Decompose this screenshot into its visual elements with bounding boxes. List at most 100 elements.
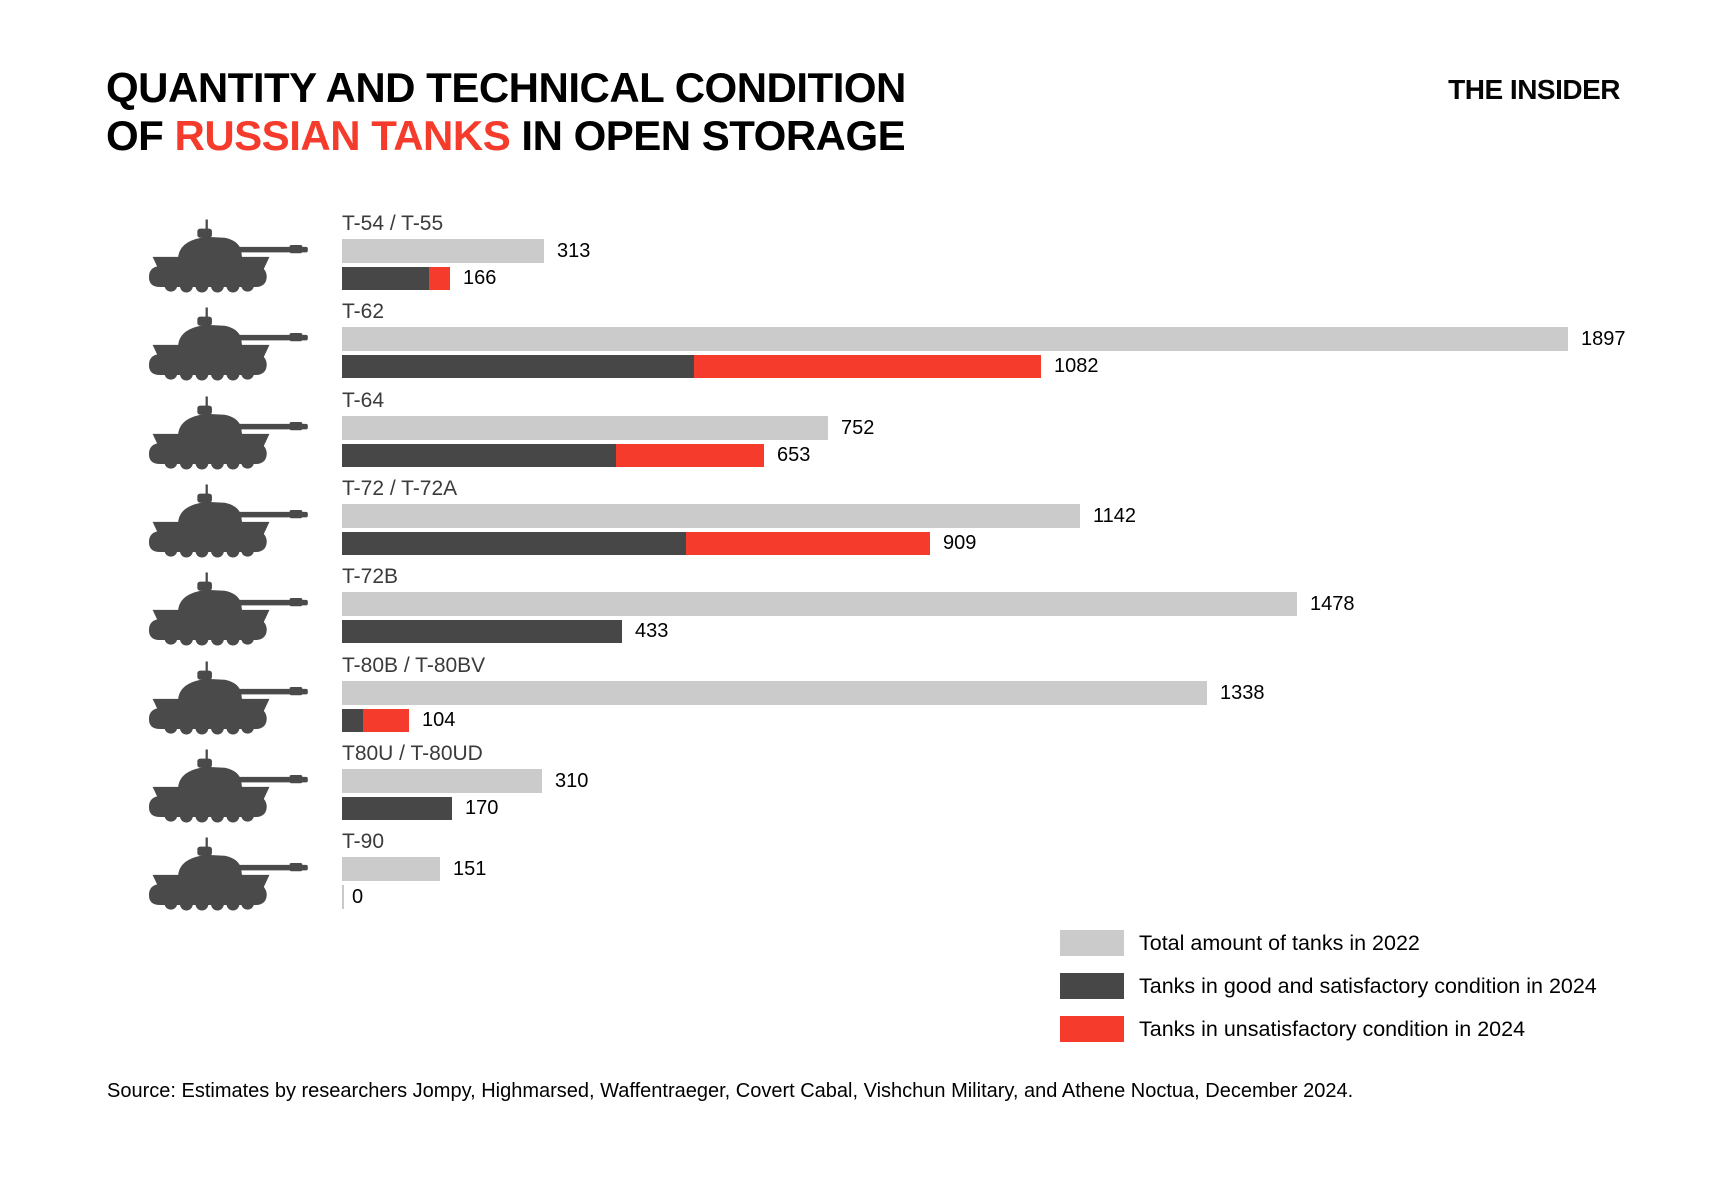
title-line-2: OF RUSSIAN TANKS IN OPEN STORAGE <box>106 112 906 160</box>
bar-row-condition-2024: 433 <box>342 620 668 643</box>
bar-condition-2024 <box>342 797 452 820</box>
bar-row-condition-2024: 104 <box>342 709 455 732</box>
tank-name-label: T-72 / T-72A <box>342 477 458 500</box>
title-text: IN OPEN STORAGE <box>510 112 906 159</box>
legend-swatch-unsatisfactory-2024 <box>1060 1016 1124 1042</box>
bar-segment-unsatisfactory-2024 <box>429 267 450 290</box>
bar-row-total-2022: 1338 <box>342 681 1265 705</box>
bar-segment-good-2024 <box>342 797 452 820</box>
bar-total-2022 <box>342 416 828 440</box>
bar-segment-good-2024 <box>342 620 622 643</box>
bar-row-total-2022: 752 <box>342 416 874 440</box>
the-insider-logo: THE INSIDER <box>1448 74 1620 105</box>
bar-row-total-2022: 1897 <box>342 327 1626 351</box>
value-label-condition-2024: 170 <box>465 797 499 819</box>
chart-rows: T-54 / T-55 313 166 T-62 1897 1082 T-64 752 65… <box>0 212 1732 922</box>
legend-label: Tanks in good and satisfactory condition… <box>1139 973 1597 998</box>
value-label-condition-2024: 166 <box>463 267 497 289</box>
legend-swatch-total-2022 <box>1060 930 1124 956</box>
bar-segment-unsatisfactory-2024 <box>363 709 409 732</box>
bar-condition-2024 <box>342 709 409 732</box>
bar-segment-good-2024 <box>342 532 686 555</box>
value-label-total-2022: 752 <box>841 416 875 439</box>
tank-name-label: T80U / T-80UD <box>342 742 483 765</box>
bar-total-2022 <box>342 681 1207 705</box>
bar-condition-2024 <box>342 532 930 555</box>
tank-name-label: T-64 <box>342 389 385 412</box>
tank-silhouette-icon <box>148 219 308 293</box>
title-text: QUANTITY AND TECHNICAL CONDITION <box>106 64 906 111</box>
tank-silhouette-icon <box>148 307 308 381</box>
tank-row: T-72 / T-72A 1142 909 <box>0 477 1732 565</box>
page-title: QUANTITY AND TECHNICAL CONDITION OF RUSS… <box>106 64 906 160</box>
tank-silhouette-icon <box>148 484 308 558</box>
bar-condition-2024 <box>342 620 622 643</box>
bar-segment-good-2024 <box>342 267 429 290</box>
tank-silhouette-icon <box>148 661 308 735</box>
value-label-condition-2024: 0 <box>352 885 364 908</box>
legend-item-total-2022: Total amount of tanks in 2022 <box>1060 930 1597 956</box>
tank-icon <box>84 744 318 828</box>
bar-segment-good-2024 <box>342 444 616 467</box>
value-label-total-2022: 310 <box>555 769 589 792</box>
legend-item-good-2024: Tanks in good and satisfactory condition… <box>1060 973 1597 999</box>
tank-row: T-80B / T-80BV 1338 104 <box>0 654 1732 742</box>
bar-segment-good-2024 <box>342 355 694 378</box>
value-label-total-2022: 1338 <box>1220 681 1265 704</box>
tank-row: T-72B 1478 433 <box>0 565 1732 653</box>
bar-condition-2024 <box>342 267 450 290</box>
bar-segment-unsatisfactory-2024 <box>694 355 1041 378</box>
value-label-total-2022: 313 <box>557 239 591 262</box>
title-highlight: RUSSIAN TANKS <box>174 112 511 159</box>
bar-condition-2024 <box>342 355 1041 378</box>
tank-row: T-90 151 0 <box>0 830 1732 918</box>
value-label-condition-2024: 653 <box>777 444 811 466</box>
tank-row: T-64 752 653 <box>0 389 1732 477</box>
value-label-condition-2024: 1082 <box>1054 355 1099 377</box>
tank-icon <box>84 391 318 475</box>
bar-condition-2024 <box>342 444 764 467</box>
bar-row-condition-2024: 166 <box>342 267 496 290</box>
bar-segment-good-2024 <box>342 709 363 732</box>
bar-row-condition-2024: 653 <box>342 444 810 467</box>
bar-row-total-2022: 310 <box>342 769 588 793</box>
legend-swatch-good-2024 <box>1060 973 1124 999</box>
value-label-total-2022: 1142 <box>1093 504 1137 527</box>
zero-tick <box>342 885 344 909</box>
tank-icon <box>84 214 318 298</box>
legend: Total amount of tanks in 2022 Tanks in g… <box>1060 930 1597 1059</box>
value-label-condition-2024: 104 <box>422 709 456 731</box>
legend-label: Tanks in unsatisfactory condition in 202… <box>1139 1016 1526 1041</box>
bar-segment-unsatisfactory-2024 <box>686 532 930 555</box>
title-line-1: QUANTITY AND TECHNICAL CONDITION <box>106 64 906 112</box>
value-label-total-2022: 151 <box>453 857 487 880</box>
tank-row: T80U / T-80UD 310 170 <box>0 742 1732 830</box>
tank-icon <box>84 479 318 563</box>
tank-name-label: T-54 / T-55 <box>342 212 444 235</box>
value-label-total-2022: 1897 <box>1581 327 1626 350</box>
bar-total-2022 <box>342 239 544 263</box>
bar-total-2022 <box>342 504 1080 528</box>
bar-row-total-2022: 1478 <box>342 592 1355 616</box>
tank-name-label: T-90 <box>342 830 385 853</box>
bar-total-2022 <box>342 327 1568 351</box>
tank-name-label: T-62 <box>342 300 385 323</box>
bar-row-total-2022: 313 <box>342 239 590 263</box>
legend-label: Total amount of tanks in 2022 <box>1139 930 1420 955</box>
tank-icon <box>84 656 318 740</box>
bar-row-total-2022: 1142 <box>342 504 1136 528</box>
tank-silhouette-icon <box>148 837 308 911</box>
tank-row: T-54 / T-55 313 166 <box>0 212 1732 300</box>
value-label-condition-2024: 433 <box>635 620 669 642</box>
tank-silhouette-icon <box>148 572 308 646</box>
bar-row-condition-2024: 909 <box>342 532 976 555</box>
bar-row-condition-2024: 170 <box>342 797 498 820</box>
bar-row-total-2022: 151 <box>342 857 486 881</box>
source-text: Source: Estimates by researchers Jompy, … <box>107 1080 1354 1102</box>
tank-silhouette-icon <box>148 749 308 823</box>
title-text: OF <box>106 112 175 159</box>
bar-segment-unsatisfactory-2024 <box>616 444 764 467</box>
legend-item-unsatisfactory-2024: Tanks in unsatisfactory condition in 202… <box>1060 1016 1597 1042</box>
bar-row-condition-2024: 0 <box>342 885 363 909</box>
